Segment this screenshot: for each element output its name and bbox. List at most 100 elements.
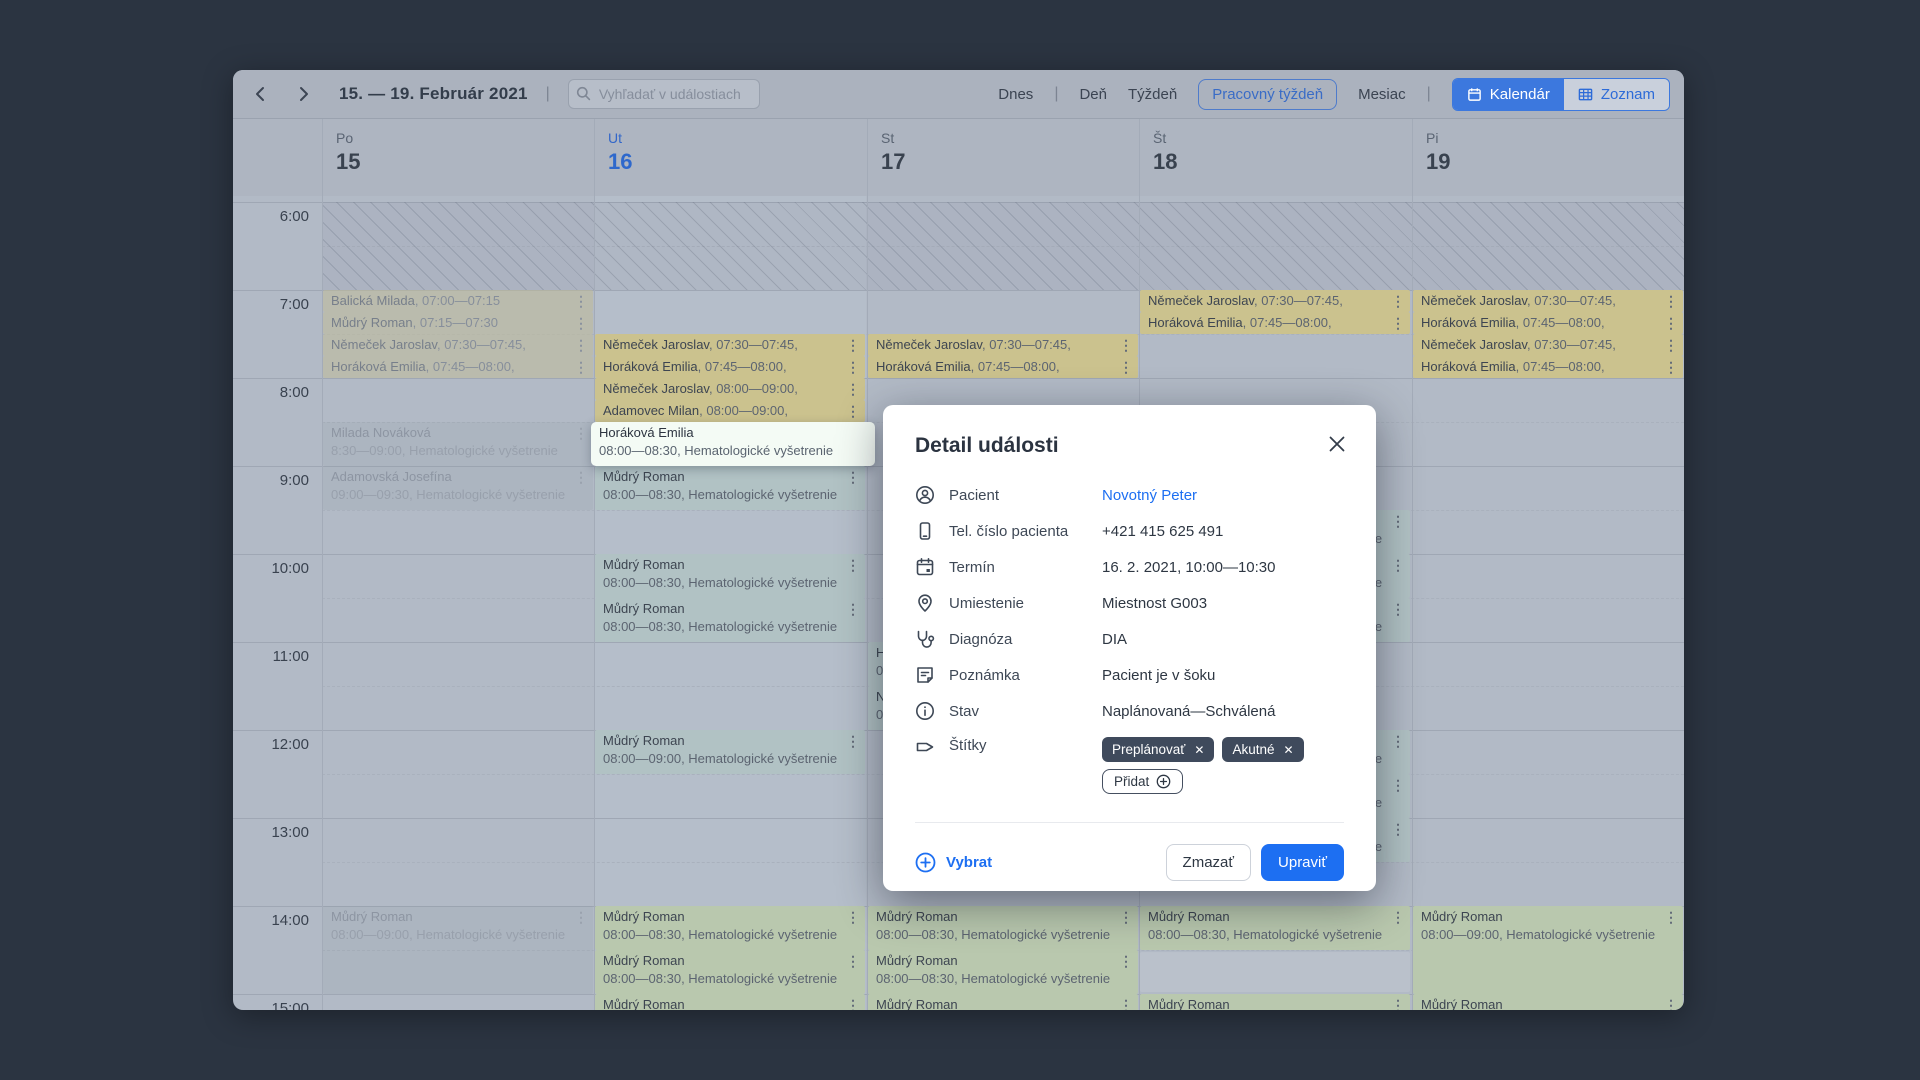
kebab-menu-icon[interactable]: ⋮ xyxy=(1664,997,1678,1010)
kebab-menu-icon[interactable]: ⋮ xyxy=(1391,557,1405,573)
calendar-event[interactable]: Horáková Emilia, 07:45—08:00, ⋮ xyxy=(595,356,865,378)
kebab-menu-icon[interactable]: ⋮ xyxy=(1391,733,1405,749)
empty-slot[interactable] xyxy=(1140,952,1410,992)
edit-button[interactable]: Upraviť xyxy=(1261,843,1344,881)
kebab-menu-icon[interactable]: ⋮ xyxy=(846,997,860,1010)
kebab-menu-icon[interactable]: ⋮ xyxy=(574,315,588,331)
kebab-menu-icon[interactable]: ⋮ xyxy=(846,733,860,749)
kebab-menu-icon[interactable]: ⋮ xyxy=(1664,909,1678,925)
calendar-event[interactable]: Můdrý Roman, 07:15—07:30 ⋮ xyxy=(323,312,593,334)
close-button[interactable] xyxy=(1322,429,1352,459)
kebab-menu-icon[interactable]: ⋮ xyxy=(1391,293,1405,309)
calendar-event[interactable]: Horáková Emilia, 07:45—08:00, ⋮ xyxy=(1413,312,1683,334)
calendar-event[interactable]: Milada Nováková 8:30—09:00, Hematologické… xyxy=(323,422,593,466)
kebab-menu-icon[interactable]: ⋮ xyxy=(1664,293,1678,309)
calendar-event[interactable]: Horáková Emilia, 07:45—08:00, ⋮ xyxy=(1413,356,1683,378)
calendar-event[interactable]: Horáková Emilia, 07:45—08:00, ⋮ xyxy=(1140,312,1410,334)
delete-button[interactable]: Zmazať xyxy=(1165,843,1252,881)
kebab-menu-icon[interactable]: ⋮ xyxy=(1391,315,1405,331)
kebab-menu-icon[interactable]: ⋮ xyxy=(1119,953,1133,969)
calendar-event[interactable]: Horáková Emilia, 07:45—08:00, ⋮ xyxy=(868,356,1138,378)
kebab-menu-icon[interactable]: ⋮ xyxy=(846,601,860,617)
kebab-menu-icon[interactable]: ⋮ xyxy=(1664,337,1678,353)
kebab-menu-icon[interactable]: ⋮ xyxy=(846,469,860,485)
kebab-menu-icon[interactable]: ⋮ xyxy=(1664,359,1678,375)
view-work-week-button[interactable]: Pracovný týždeň xyxy=(1198,78,1338,110)
calendar-event[interactable]: Můdrý Roman 08:00—09:00, Hematologické vy… xyxy=(595,730,865,774)
kebab-menu-icon[interactable]: ⋮ xyxy=(1119,359,1133,375)
kebab-menu-icon[interactable]: ⋮ xyxy=(574,359,588,375)
view-day-button[interactable]: Deň xyxy=(1079,85,1107,103)
kebab-menu-icon[interactable]: ⋮ xyxy=(846,337,860,353)
kebab-menu-icon[interactable]: ⋮ xyxy=(846,359,860,375)
calendar-event[interactable]: Balická Milada, 07:00—07:15 ⋮ xyxy=(323,290,593,312)
kebab-menu-icon[interactable]: ⋮ xyxy=(846,953,860,969)
kebab-menu-icon[interactable]: ⋮ xyxy=(1391,601,1405,617)
list-view-button[interactable]: Zoznam xyxy=(1563,78,1669,110)
kebab-menu-icon[interactable]: ⋮ xyxy=(574,469,588,485)
calendar-event[interactable]: Němeček Jaroslav, 08:00—09:00, ⋮ xyxy=(595,378,865,400)
patient-link[interactable]: Novotný Peter xyxy=(1102,486,1198,504)
calendar-event[interactable]: Němeček Jaroslav, 07:30—07:45, ⋮ xyxy=(323,334,593,356)
search-input[interactable] xyxy=(567,79,760,109)
kebab-menu-icon[interactable]: ⋮ xyxy=(846,909,860,925)
kebab-menu-icon[interactable]: ⋮ xyxy=(1391,821,1405,837)
calendar-event[interactable]: Můdrý Roman 08:00—09:00, Hematologické vy… xyxy=(1413,906,1683,994)
view-week-button[interactable]: Týždeň xyxy=(1128,85,1178,103)
today-button[interactable]: Dnes xyxy=(998,85,1034,103)
kebab-menu-icon[interactable]: ⋮ xyxy=(1391,909,1405,925)
kebab-menu-icon[interactable]: ⋮ xyxy=(846,557,860,573)
kebab-menu-icon[interactable]: ⋮ xyxy=(574,909,588,925)
kebab-menu-icon[interactable]: ⋮ xyxy=(1119,337,1133,353)
kebab-menu-icon[interactable]: ⋮ xyxy=(1119,997,1133,1010)
calendar-event[interactable]: Horáková Emilia 08:00—08:30, Hematologick… xyxy=(591,422,875,466)
calendar-event[interactable]: Němeček Jaroslav, 07:30—07:45, ⋮ xyxy=(1413,334,1683,356)
calendar-event[interactable]: Horáková Emilia, 07:45—08:00, ⋮ xyxy=(323,356,593,378)
calendar-event[interactable]: Adamovec Milan, 08:00—09:00, ⋮ xyxy=(595,400,865,422)
remove-tag-icon[interactable]: ✕ xyxy=(1194,742,1205,757)
event-detail: 08:00—09:00, Hematologické vyšetrenie xyxy=(1421,927,1656,942)
event-detail: 09:00—09:30, Hematologické vyšetrenie xyxy=(331,487,566,502)
event-title: Němeček Jaroslav, 07:30—07:45, xyxy=(1421,293,1616,308)
add-tag-button[interactable]: Přidat xyxy=(1102,769,1184,794)
kebab-menu-icon[interactable]: ⋮ xyxy=(574,425,588,441)
calendar-event[interactable]: Adamovská Josefína 09:00—09:30, Hematolog… xyxy=(323,466,593,510)
remove-tag-icon[interactable]: ✕ xyxy=(1283,742,1294,757)
next-week-button[interactable] xyxy=(289,80,317,108)
calendar-event[interactable]: Němeček Jaroslav, 07:30—07:45, ⋮ xyxy=(868,334,1138,356)
calendar-event[interactable]: Můdrý Roman 08:00—09:00, Hematologické vy… xyxy=(323,906,593,994)
kebab-menu-icon[interactable]: ⋮ xyxy=(1119,909,1133,925)
calendar-event[interactable]: Němeček Jaroslav, 07:30—07:45, ⋮ xyxy=(1413,290,1683,312)
view-month-button[interactable]: Mesiac xyxy=(1358,85,1406,103)
kebab-menu-icon[interactable]: ⋮ xyxy=(1664,315,1678,331)
time-label: 7:00 xyxy=(279,296,309,313)
calendar-icon xyxy=(915,557,935,577)
calendar-view-button[interactable]: Kalendár xyxy=(1452,78,1564,110)
calendar-event[interactable]: Němeček Jaroslav, 07:30—07:45, ⋮ xyxy=(1140,290,1410,312)
kebab-menu-icon[interactable]: ⋮ xyxy=(1391,997,1405,1010)
kebab-menu-icon[interactable]: ⋮ xyxy=(574,293,588,309)
kebab-menu-icon[interactable]: ⋮ xyxy=(846,381,860,397)
kebab-menu-icon[interactable]: ⋮ xyxy=(1391,513,1405,529)
select-button[interactable]: Vybrat xyxy=(915,852,992,873)
event-title: Můdrý Roman xyxy=(876,909,958,924)
field-label: Štítky xyxy=(949,737,987,754)
kebab-menu-icon[interactable]: ⋮ xyxy=(1391,777,1405,793)
kebab-menu-icon[interactable]: ⋮ xyxy=(574,337,588,353)
prev-week-button[interactable] xyxy=(247,80,275,108)
day-header-row: Po 15 Ut 16 St 17 Št 18 Pi 19 xyxy=(233,119,1684,196)
kebab-menu-icon[interactable]: ⋮ xyxy=(846,403,860,419)
calendar-event[interactable]: Němeček Jaroslav, 07:30—07:45, ⋮ xyxy=(595,334,865,356)
